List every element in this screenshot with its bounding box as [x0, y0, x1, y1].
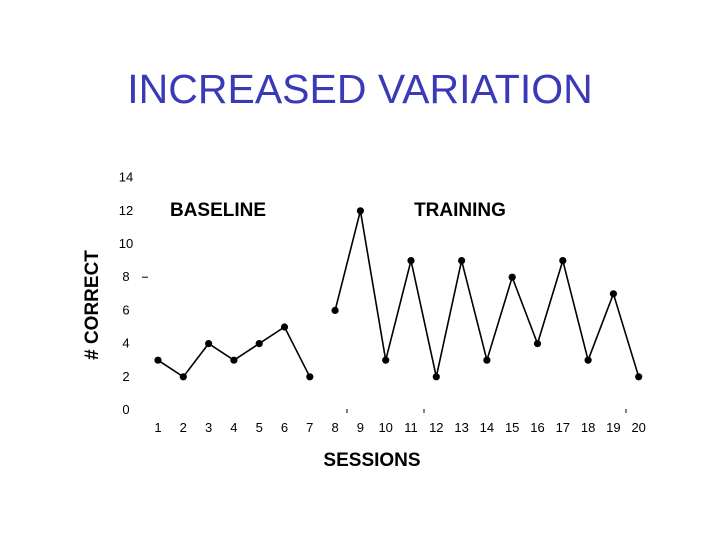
x-axis-title: SESSIONS	[323, 450, 420, 471]
y-tick-label: 6	[122, 302, 129, 317]
x-tick-label: 4	[230, 420, 237, 435]
series-lines	[157, 210, 640, 378]
data-point	[154, 356, 162, 364]
data-point	[559, 257, 567, 265]
data-point	[306, 373, 314, 381]
x-tick-label: 14	[480, 420, 494, 435]
x-tick-label: 6	[281, 420, 288, 435]
x-tick-label: 15	[505, 420, 519, 435]
data-point	[255, 340, 263, 348]
x-tick-label: 17	[556, 420, 570, 435]
x-tick-label: 8	[331, 420, 338, 435]
baseline-phase-label: BASELINE	[170, 200, 266, 221]
data-point	[508, 273, 516, 281]
data-point	[356, 207, 364, 215]
y-axis-ticks: 0 2 4 6 8 10 12 14	[119, 170, 133, 417]
x-tick-label: 10	[378, 420, 392, 435]
x-tick-label: 11	[404, 420, 418, 435]
x-tick-label: 13	[454, 420, 468, 435]
data-point	[179, 373, 187, 381]
data-points	[154, 207, 643, 381]
data-point	[432, 373, 440, 381]
data-point	[483, 356, 491, 364]
data-point	[331, 306, 339, 314]
x-tick-label: 3	[205, 420, 212, 435]
x-tick-label: 16	[530, 420, 544, 435]
x-tick-label: 9	[357, 420, 364, 435]
x-axis-ticks: 1 2 3 4 5 6 7 8 9 10 11 12 13 14 15 16 17 18 19 20	[154, 420, 646, 435]
data-point	[280, 323, 289, 331]
axis-marks	[142, 276, 627, 413]
x-tick-label: 1	[154, 420, 161, 435]
y-tick-label: 4	[122, 336, 129, 351]
y-tick-label: 12	[119, 203, 133, 218]
data-point	[407, 257, 415, 265]
x-tick-label: 7	[306, 420, 313, 435]
data-point	[382, 356, 390, 364]
x-tick-label: 2	[180, 420, 187, 435]
data-point	[609, 290, 618, 298]
training-phase-label: TRAINING	[414, 200, 506, 221]
x-tick-label: 5	[256, 420, 263, 435]
y-tick-label: 8	[122, 269, 129, 284]
data-point	[584, 356, 592, 364]
y-tick-label: 10	[119, 236, 133, 251]
x-tick-label: 19	[606, 420, 620, 435]
y-tick-label: 14	[119, 170, 133, 185]
x-tick-label: 18	[581, 420, 595, 435]
x-tick-label: 12	[429, 420, 443, 435]
y-axis-title: # CORRECT	[82, 250, 103, 360]
data-point	[230, 356, 238, 364]
y-tick-label: 2	[122, 369, 129, 384]
data-point	[458, 257, 466, 265]
data-point	[205, 340, 213, 348]
data-point	[533, 340, 542, 348]
series-line-1	[157, 325, 311, 378]
y-tick-label: 0	[122, 402, 129, 417]
data-point	[635, 373, 643, 381]
slide-title: INCREASED VARIATION	[127, 66, 593, 112]
series-line-2	[334, 210, 640, 378]
x-tick-label: 20	[631, 420, 645, 435]
